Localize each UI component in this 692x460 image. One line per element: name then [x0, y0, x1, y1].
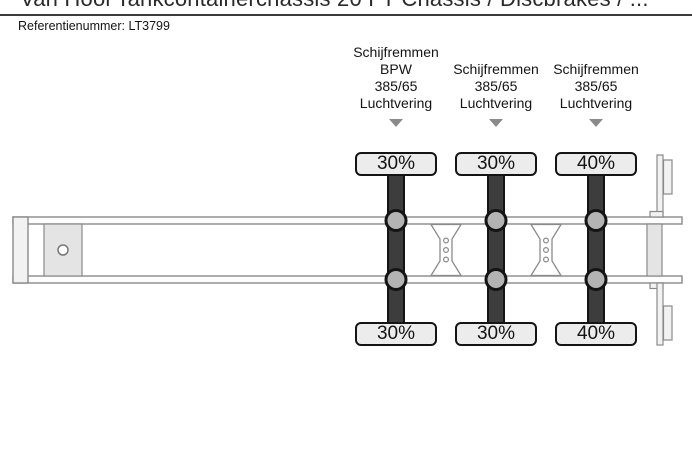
rear-foot-top: [649, 210, 664, 218]
axle-2-brake-force-bottom: 30%: [455, 322, 537, 346]
spec-line: Schijfremmen: [553, 61, 639, 77]
spec-line: Schijfremmen: [453, 61, 539, 77]
twist-lock-bottom: [662, 305, 673, 341]
front-section: [12, 216, 83, 284]
rear-crossbar-top: [656, 154, 664, 218]
hub: [384, 209, 408, 232]
axle-1-bar: [387, 159, 405, 341]
rear-bumper: [646, 154, 673, 346]
spec-line: 385/65: [374, 78, 418, 94]
hub: [384, 268, 408, 291]
bolt-hole: [542, 237, 549, 244]
spec-line: Luchtvering: [359, 95, 433, 111]
rear-crossmember: [646, 223, 663, 277]
triangle-down-icon: [389, 119, 403, 127]
crossmember-gusset-2: [529, 223, 563, 277]
page-title: Van Hool Tankcontainerchassis 20 FT Chas…: [20, 0, 649, 10]
crossmember-gusset-1: [429, 223, 463, 277]
rear-crossbar-bottom: [656, 282, 664, 346]
axle-2-spec-label: Schijfremmen 385/65 Luchtvering: [436, 61, 556, 112]
chassis-rails: [12, 216, 683, 284]
spec-line: Schijfremmen: [353, 44, 439, 60]
axle-1-spec-label: Schijfremmen BPW 385/65 Luchtvering: [336, 44, 456, 112]
spec-line: Luchtvering: [459, 95, 533, 111]
axle-bars: [387, 159, 605, 341]
spec-line: 385/65: [574, 78, 618, 94]
reference-number: Referentienummer: LT3799: [18, 19, 170, 33]
bolt-hole: [443, 247, 450, 254]
axle-3-brake-force-bottom: 40%: [555, 322, 637, 346]
spec-line: Luchtvering: [559, 95, 633, 111]
header-divider: [0, 14, 692, 16]
axle-2-bar: [487, 159, 505, 341]
front-crossmember: [12, 216, 29, 284]
bolt-hole: [443, 256, 450, 263]
bolt-hole: [443, 237, 450, 244]
top-rail: [12, 216, 683, 225]
triangle-down-icon: [489, 119, 503, 127]
spec-line: 385/65: [474, 78, 518, 94]
spec-line: BPW: [380, 61, 412, 77]
triangle-down-icon: [589, 119, 603, 127]
hub: [584, 268, 608, 291]
hub: [484, 268, 508, 291]
axle-1-brake-force-top: 30%: [355, 152, 437, 176]
axle-2-brake-force-top: 30%: [455, 152, 537, 176]
bolt-hole: [542, 256, 549, 263]
bolt-hole: [542, 247, 549, 254]
axle-1-brake-force-bottom: 30%: [355, 322, 437, 346]
wheel-hubs: [384, 209, 608, 291]
axle-3-spec-label: Schijfremmen 385/65 Luchtvering: [536, 61, 656, 112]
kingpin: [57, 244, 69, 256]
hub: [484, 209, 508, 232]
bottom-rail: [12, 275, 683, 284]
twist-lock-top: [662, 159, 673, 195]
axle-3-brake-force-top: 40%: [555, 152, 637, 176]
axle-3-bar: [587, 159, 605, 341]
hub: [584, 209, 608, 232]
